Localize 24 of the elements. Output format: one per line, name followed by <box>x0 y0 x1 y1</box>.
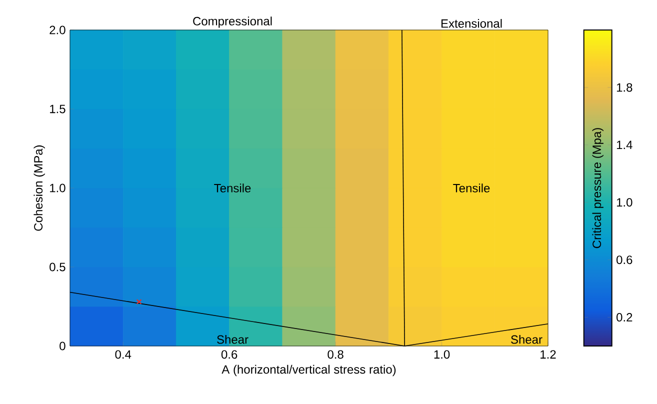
color-bar-label: 0.6 <box>616 256 632 264</box>
x-tick-label: 0.6 <box>221 350 238 359</box>
x-axis-title: A (horizontal/vertical stress ratio) <box>222 364 396 376</box>
y-tick-label: 1.0 <box>50 184 66 192</box>
color-bar-label: 1.0 <box>616 198 632 207</box>
text: Compressional <box>193 16 272 28</box>
x-tick-label: 1.0 <box>434 350 450 359</box>
x-tick-label: 1.2 <box>540 350 556 359</box>
color-bar-label: 1.4 <box>616 140 632 150</box>
text: Extensional <box>441 18 502 28</box>
x-tick-label: 0.4 <box>115 350 132 359</box>
color-bar-label: 1.8 <box>616 83 632 92</box>
x-tick-label: 0.8 <box>328 350 344 359</box>
y-tick-label: 0 <box>60 342 66 350</box>
y-axis-title: Cohesion (MPa) <box>34 145 45 231</box>
annotation: Shear <box>217 334 248 344</box>
y-tick-label: 1.5 <box>50 104 66 114</box>
annotation: Tensile <box>453 184 490 192</box>
y-tick-label: 2.0 <box>50 26 66 34</box>
annotation: Tensile <box>214 184 251 192</box>
y-tick-label: 0.5 <box>50 262 66 272</box>
color-bar-title: Critical pressure (Mpa) <box>592 128 604 248</box>
color-bar-label: 0.2 <box>616 313 632 322</box>
annotation: Shear <box>511 334 542 344</box>
